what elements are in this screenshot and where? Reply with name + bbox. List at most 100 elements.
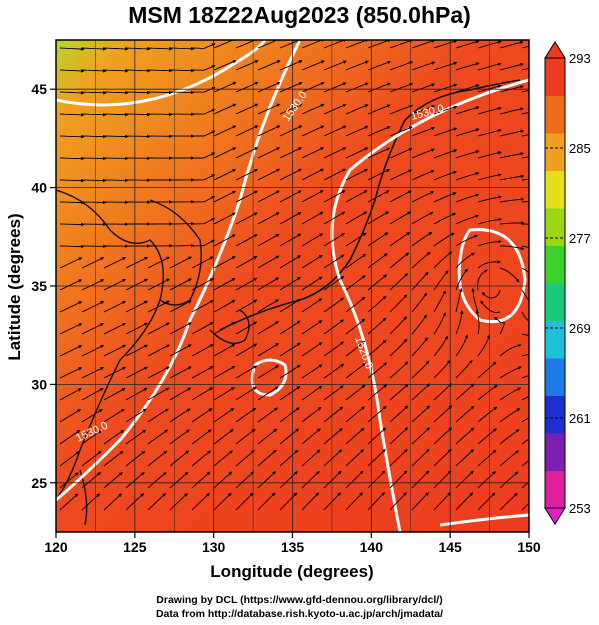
streamline [213,190,236,203]
streamline [213,278,236,291]
streamline [279,298,301,313]
streamline [477,260,502,269]
x-tick-label: 150 [517,539,541,555]
streamline [411,292,428,313]
streamline [323,103,347,115]
streamline [147,429,168,445]
streamline [147,322,170,335]
streamline [499,429,520,445]
streamline [521,417,529,423]
streamline [213,343,236,357]
streamline [279,276,301,291]
streamline [389,338,408,357]
streamline [521,178,529,181]
streamline [389,361,409,379]
streamline [323,406,344,423]
streamline [59,257,83,269]
streamline [521,67,529,71]
streamline [433,40,458,49]
streamline [323,492,342,511]
streamline [323,232,345,247]
streamline [433,251,453,269]
streamline [389,383,409,401]
streamline [81,344,105,357]
streamline [301,60,325,71]
streamline [499,366,522,379]
x-tick-label: 120 [44,539,68,555]
streamline [59,279,83,291]
wind-streamlines [59,40,529,511]
streamline [433,232,455,247]
streamline [257,147,281,159]
streamline [81,178,107,183]
streamline [279,82,303,93]
streamline [455,334,469,357]
x-tick-label: 140 [360,539,384,555]
streamline [192,152,216,159]
streamline [433,405,453,423]
streamline [169,256,192,269]
streamline [411,360,430,379]
streamline [191,43,216,49]
streamline [147,493,166,511]
streamline [301,103,325,115]
streamline [411,105,436,115]
streamline [389,190,412,203]
streamline [389,169,413,181]
streamline [389,316,408,335]
streamline [433,427,453,445]
streamline [235,147,259,159]
streamline [59,156,85,161]
streamline [411,492,429,511]
streamline [103,278,127,291]
streamline [279,364,301,379]
streamline [257,103,281,115]
streamline [279,342,301,357]
streamline [169,322,192,335]
streamline [169,408,191,423]
colorbar-segment [545,95,565,134]
streamline [411,126,436,137]
streamline [433,359,451,379]
streamline [499,408,521,423]
streamline [59,47,85,51]
streamline [147,278,170,291]
streamline [279,428,300,445]
streamline [147,90,173,95]
figure-title: MSM 18Z22Aug2023 (850.0hPa) [128,2,471,28]
streamline [59,69,85,73]
streamline [103,156,129,161]
streamline [455,383,475,401]
streamline [301,320,323,335]
streamline [81,366,105,379]
streamline [169,387,192,401]
streamline [235,450,255,467]
streamline [169,429,190,445]
streamline [521,89,529,93]
streamline [389,294,408,313]
streamline [125,408,147,423]
streamline [147,344,170,357]
streamline [169,366,192,379]
streamline [323,319,344,335]
x-tick-label: 130 [202,539,226,555]
streamline [323,341,344,357]
streamline [81,90,107,95]
streamline [125,90,151,95]
streamline [433,127,458,137]
contour-line [56,40,267,107]
streamline [81,257,105,269]
streamline [147,471,167,489]
streamline [301,364,323,379]
streamline [455,234,479,247]
streamline [411,405,431,423]
streamline [455,214,479,225]
colorbar-tick-label: 293 [569,51,591,66]
streamline [323,190,346,203]
streamline [345,384,366,401]
streamline [433,170,457,181]
streamline [235,471,255,489]
colorbar: 293 285 277 269 261 253 [544,41,591,525]
streamline [279,255,302,269]
